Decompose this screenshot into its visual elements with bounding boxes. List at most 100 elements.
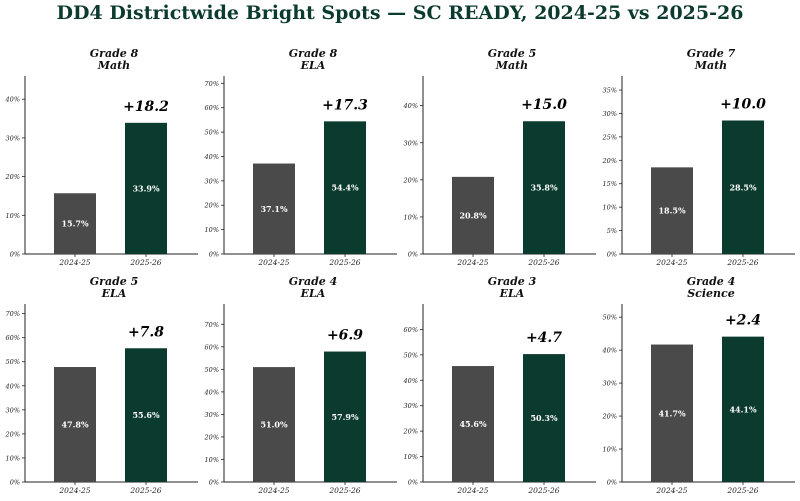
x-tick-label: 2024-25 (257, 258, 289, 267)
y-tick-label: 20% (403, 428, 418, 436)
y-tick-label: 10% (6, 212, 20, 220)
y-tick-label: 10% (603, 204, 617, 212)
y-tick-label: 30% (404, 402, 418, 410)
bar-2025-26 (125, 122, 167, 254)
x-tick-label: 2024-25 (456, 258, 488, 267)
bar-value-label: 50.3% (530, 413, 557, 423)
y-tick-label: 30% (603, 110, 617, 118)
y-tick-label: 70% (6, 310, 20, 318)
y-tick-label: 5% (607, 227, 617, 235)
y-tick-label: 30% (404, 139, 418, 147)
y-tick-label: 40% (204, 153, 219, 161)
y-tick-label: 50% (404, 351, 418, 359)
delta-label: +2.4 (725, 313, 761, 329)
bar-value-label: 47.8% (61, 420, 88, 430)
panel-title-subject: ELA (101, 287, 127, 300)
bar-value-label: 28.5% (729, 182, 756, 192)
x-tick-label: 2024-25 (58, 258, 90, 267)
panel-title-subject: Science (687, 287, 735, 300)
y-tick-label: 40% (204, 388, 219, 396)
y-tick-label: 0% (209, 251, 219, 259)
panel-title-grade: Grade 5 (90, 275, 139, 288)
y-tick-label: 0% (408, 479, 418, 487)
bar-2024-25 (253, 367, 295, 482)
delta-label: +7.8 (128, 324, 164, 340)
y-tick-label: 30% (6, 134, 20, 142)
x-tick-label: 2024-25 (58, 486, 90, 495)
bar-2024-25 (54, 367, 96, 482)
bar-value-label: 33.9% (132, 183, 159, 193)
bar-value-label: 51.0% (260, 420, 287, 430)
bar-value-label: 20.8% (459, 210, 486, 220)
x-tick-label: 2025-26 (726, 486, 758, 495)
bar-value-label: 41.7% (658, 408, 685, 418)
x-tick-label: 2025-26 (328, 486, 360, 495)
bar-2025-26 (722, 336, 764, 482)
bar-value-label: 37.1% (260, 204, 287, 214)
panel-title-subject: ELA (300, 59, 326, 72)
bar-2024-25 (452, 176, 494, 254)
y-tick-label: 20% (602, 413, 617, 421)
y-tick-label: 20% (5, 173, 20, 181)
x-tick-label: 2025-26 (328, 258, 360, 267)
bar-value-label: 15.7% (61, 219, 88, 229)
y-tick-label: 40% (403, 377, 418, 385)
bar-value-label: 57.9% (331, 412, 358, 422)
y-tick-label: 50% (205, 366, 219, 374)
y-tick-label: 10% (205, 456, 219, 464)
x-tick-label: 2024-25 (257, 486, 289, 495)
bar-2024-25 (651, 344, 693, 482)
bar-value-label: 54.4% (331, 183, 358, 193)
y-tick-label: 20% (5, 430, 20, 438)
y-tick-label: 0% (10, 251, 20, 259)
bar-2025-26 (324, 121, 366, 254)
bar-2025-26 (722, 120, 764, 254)
x-tick-label: 2025-26 (129, 258, 161, 267)
y-tick-label: 40% (602, 347, 617, 355)
delta-label: +10.0 (720, 97, 766, 113)
y-tick-label: 0% (10, 479, 20, 487)
y-tick-label: 50% (205, 129, 219, 137)
y-tick-label: 0% (607, 479, 617, 487)
bar-2025-26 (523, 121, 565, 254)
x-tick-label: 2025-26 (129, 486, 161, 495)
bar-value-label: 44.1% (729, 404, 756, 414)
y-tick-label: 35% (603, 87, 617, 95)
y-tick-label: 30% (205, 411, 219, 419)
y-tick-label: 10% (404, 453, 418, 461)
bar-2024-25 (651, 167, 693, 254)
bar-value-label: 45.6% (459, 419, 486, 429)
x-tick-label: 2025-26 (527, 258, 559, 267)
panel-title-subject: Math (694, 59, 727, 72)
x-tick-label: 2024-25 (655, 486, 687, 495)
y-tick-label: 25% (602, 133, 617, 141)
panel-title-subject: ELA (300, 287, 326, 300)
y-tick-label: 50% (603, 314, 617, 322)
panel-title-grade: Grade 4 (687, 275, 736, 288)
y-tick-label: 20% (204, 202, 219, 210)
delta-label: +18.2 (123, 99, 169, 115)
bar-value-label: 18.5% (658, 206, 685, 216)
y-tick-label: 70% (205, 321, 219, 329)
delta-label: +4.7 (526, 330, 562, 346)
x-tick-label: 2025-26 (726, 258, 758, 267)
y-tick-label: 20% (602, 157, 617, 165)
panel-title-grade: Grade 8 (90, 47, 139, 60)
y-tick-label: 20% (204, 433, 219, 441)
page-title: DD4 Districtwide Bright Spots — SC READY… (56, 2, 744, 24)
delta-label: +6.9 (327, 328, 363, 344)
y-tick-label: 40% (5, 382, 20, 390)
y-tick-label: 60% (205, 104, 219, 112)
y-tick-label: 10% (6, 454, 20, 462)
delta-label: +17.3 (322, 97, 368, 113)
x-tick-label: 2025-26 (527, 486, 559, 495)
y-tick-label: 0% (209, 479, 219, 487)
bar-2025-26 (125, 348, 167, 482)
y-tick-label: 20% (403, 176, 418, 184)
